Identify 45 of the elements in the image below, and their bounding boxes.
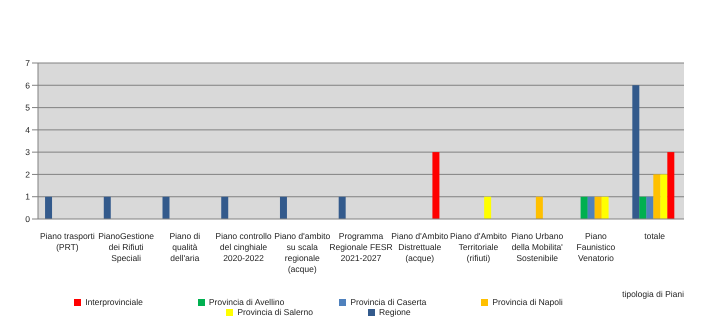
- x-tick-label: Piano d'ambito su scala regionale (acque): [274, 231, 331, 274]
- y-tick-label: 2: [25, 169, 30, 180]
- x-tick-label: Piano d'Ambito Distrettuale (acque): [391, 231, 448, 263]
- x-tick-label: Piano di qualità dell'aria: [169, 231, 200, 263]
- bar: [484, 196, 492, 219]
- x-tick-label: totale: [644, 231, 666, 241]
- legend-label: Provincia di Caserta: [350, 297, 426, 307]
- bar: [646, 196, 654, 219]
- bar: [45, 196, 52, 219]
- x-tick-label: Piano Urbano della Mobilita' Sostenibile: [511, 231, 564, 263]
- legend-label: Provincia di Salerno: [237, 307, 313, 317]
- x-tick-label: Piano Faunistico Venatorio: [576, 231, 616, 263]
- bar: [536, 196, 543, 219]
- x-tick-label: PianoGestione dei Rifiuti Speciali: [98, 231, 154, 263]
- bar: [221, 196, 228, 219]
- x-tick-label: Piano d'Ambito Territoriale (rifiuti): [450, 231, 508, 263]
- bar: [667, 152, 674, 219]
- x-tick-label: Programma Regionale FESR 2021-2027: [329, 231, 393, 263]
- bar: [639, 196, 646, 219]
- bar: [660, 174, 668, 219]
- bar: [588, 196, 595, 219]
- bar: [632, 85, 640, 219]
- y-tick-label: 1: [25, 192, 30, 202]
- bar: [280, 196, 287, 219]
- x-tick-label: Piano trasporti (PRT): [40, 231, 95, 252]
- bar: [162, 196, 170, 219]
- legend-label: Provincia di Avellino: [208, 297, 284, 307]
- legend-label: Regione: [378, 307, 411, 317]
- y-tick-label: 0: [25, 214, 30, 224]
- y-tick-label: 3: [25, 147, 30, 158]
- y-tick-label: 7: [25, 58, 30, 68]
- x-axis-title: tipologia di Piani: [622, 289, 684, 299]
- legend-label: Provincia di Napoli: [492, 297, 563, 307]
- y-tick-label: 5: [25, 102, 30, 113]
- legend-label: Interprovinciale: [85, 297, 143, 307]
- bar: [104, 196, 111, 219]
- bar: [338, 196, 346, 219]
- x-tick-label: Piano controllo del cinghiale 2020-2022: [215, 231, 272, 263]
- bar: [602, 196, 609, 219]
- bar: [580, 196, 588, 219]
- bar: [594, 196, 602, 219]
- bar: [653, 174, 660, 219]
- y-tick-label: 6: [25, 80, 30, 90]
- y-tick-label: 4: [25, 124, 30, 135]
- bar: [432, 152, 440, 219]
